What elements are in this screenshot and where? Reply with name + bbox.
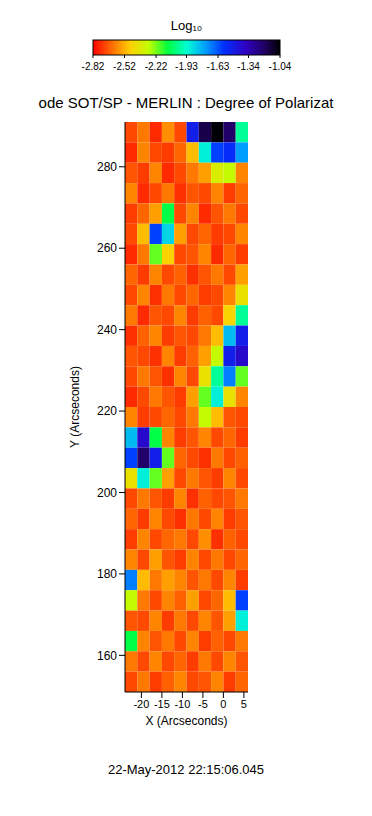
html-text:ode SOT/SP - MERLIN : Degree o: ode SOT/SP - MERLIN : Degree of Polariza… (38, 94, 334, 111)
html-text:22-May-2012 22:15:06.045: 22-May-2012 22:15:06.045 (107, 762, 265, 777)
svg-text:-20: -20 (133, 698, 149, 710)
svg-text:-10: -10 (174, 698, 190, 710)
svg-text:-5: -5 (198, 698, 208, 710)
svg-text:5: 5 (241, 698, 247, 710)
svg-text:-2.82: -2.82 (82, 61, 105, 72)
html-text:Y (Arcseconds): Y (Arcseconds) (68, 366, 82, 448)
svg-text:180: 180 (97, 567, 117, 581)
svg-text:-15: -15 (154, 698, 170, 710)
svg-text:200: 200 (97, 486, 117, 500)
svg-text:Log₁₀: Log₁₀ (171, 18, 202, 33)
svg-text:-1.93: -1.93 (175, 61, 198, 72)
svg-text:260: 260 (97, 241, 117, 255)
html-text:X (Arcseconds): X (Arcseconds) (145, 714, 228, 728)
svg-text:240: 240 (97, 323, 117, 337)
svg-text:0: 0 (220, 698, 226, 710)
svg-text:160: 160 (97, 649, 117, 663)
svg-text:-1.63: -1.63 (207, 61, 230, 72)
svg-text:280: 280 (97, 160, 117, 174)
svg-text:-2.52: -2.52 (113, 61, 136, 72)
svg-text:-2.22: -2.22 (145, 61, 168, 72)
svg-text:-1.34: -1.34 (237, 61, 260, 72)
svg-text:220: 220 (97, 404, 117, 418)
svg-text:-1.04: -1.04 (269, 61, 292, 72)
